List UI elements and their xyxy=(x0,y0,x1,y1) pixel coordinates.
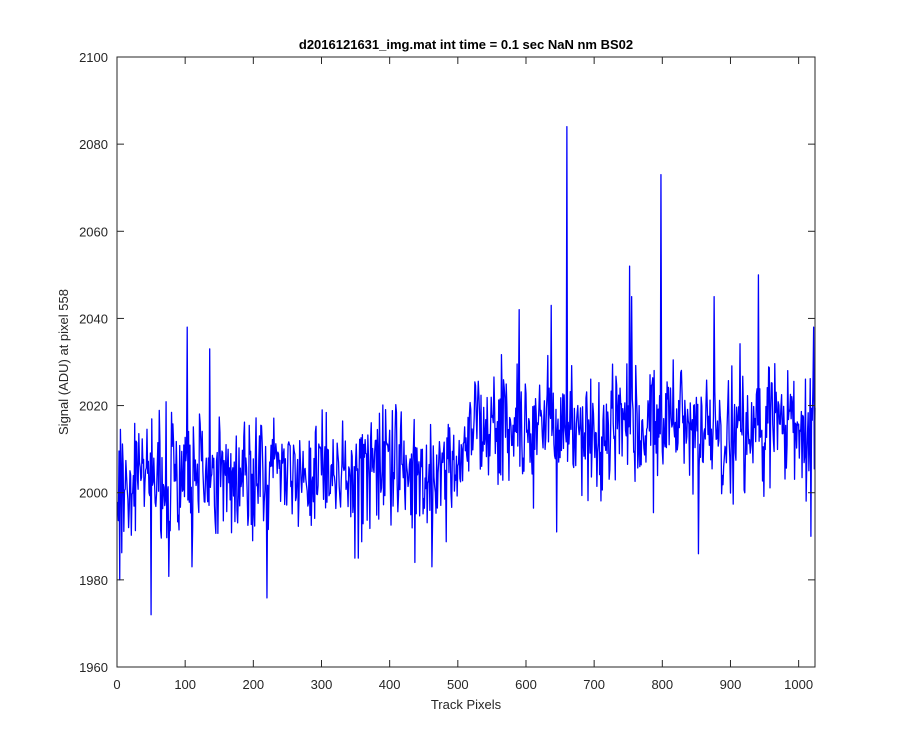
y-axis: 1960 1980 2000 2020 2040 2060 2080 2100 xyxy=(79,50,815,675)
y-tick-label: 2040 xyxy=(79,311,108,326)
y-tick-label: 1960 xyxy=(79,660,108,675)
x-tick-label: 800 xyxy=(651,677,673,692)
x-tick-label: 400 xyxy=(379,677,401,692)
y-tick-label: 2080 xyxy=(79,137,108,152)
x-axis: 0 100 200 300 400 500 600 700 800 900 1000 xyxy=(113,57,813,692)
y-tick-label: 2000 xyxy=(79,486,108,501)
series-line-0 xyxy=(117,126,816,616)
x-tick-label: 100 xyxy=(174,677,196,692)
x-tick-label: 1000 xyxy=(784,677,813,692)
x-tick-label: 900 xyxy=(720,677,742,692)
y-tick-label: 2100 xyxy=(79,50,108,65)
x-tick-label: 0 xyxy=(113,677,120,692)
series-layer xyxy=(117,126,816,616)
x-tick-label: 700 xyxy=(583,677,605,692)
y-tick-label: 2060 xyxy=(79,224,108,239)
y-tick-label: 1980 xyxy=(79,573,108,588)
chart-title: d2016121631_img.mat int time = 0.1 sec N… xyxy=(299,37,633,52)
x-tick-label: 500 xyxy=(447,677,469,692)
y-tick-label: 2020 xyxy=(79,399,108,414)
x-tick-label: 600 xyxy=(515,677,537,692)
x-tick-label: 300 xyxy=(311,677,333,692)
x-axis-label: Track Pixels xyxy=(431,697,502,712)
axes-box xyxy=(116,56,816,668)
x-tick-label: 200 xyxy=(242,677,264,692)
y-axis-label: Signal (ADU) at pixel 558 xyxy=(56,289,71,435)
plot-area xyxy=(117,57,815,667)
